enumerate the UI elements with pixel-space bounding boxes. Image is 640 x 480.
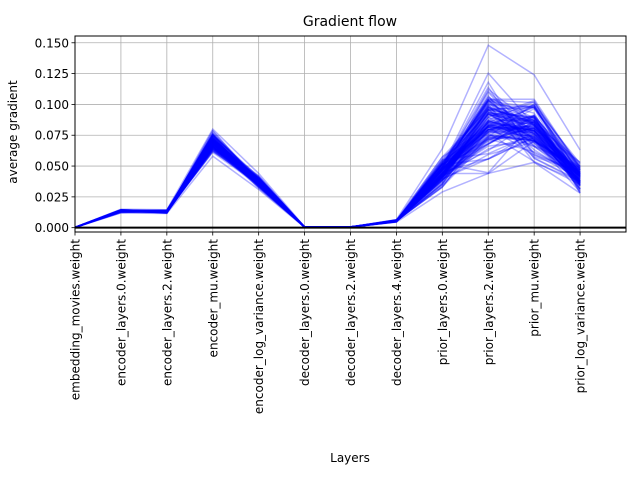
x-axis-ticks: embedding_movies.weight encoder_layers.0.… [69, 232, 588, 414]
x-tick-label: prior_layers.0.weight [436, 239, 450, 366]
y-axis-label: average gradient [6, 80, 20, 184]
x-tick-label: decoder_layers.4.weight [390, 239, 404, 386]
x-tick-label: decoder_layers.2.weight [344, 239, 358, 386]
y-tick-label: 0.025 [35, 190, 69, 204]
y-tick-label: 0.075 [35, 129, 69, 143]
y-axis-ticks: 0.000 0.025 0.050 0.075 0.100 0.125 0.150 [35, 36, 75, 235]
x-tick-label: decoder_layers.0.weight [298, 239, 312, 386]
y-tick-label: 0.100 [35, 98, 69, 112]
x-tick-label: prior_mu.weight [528, 239, 542, 337]
x-axis-label: Layers [330, 451, 370, 465]
x-tick-label: prior_log_variance.weight [574, 239, 588, 394]
chart-title: Gradient flow [303, 14, 397, 30]
x-tick-label: encoder_layers.0.weight [114, 239, 128, 386]
x-tick-label: encoder_mu.weight [206, 239, 220, 358]
x-tick-label: embedding_movies.weight [69, 239, 83, 401]
x-tick-label: encoder_layers.2.weight [160, 239, 174, 386]
y-tick-label: 0.150 [35, 36, 69, 50]
y-tick-label: 0.125 [35, 67, 69, 81]
x-tick-label: prior_layers.2.weight [482, 239, 496, 366]
y-tick-label: 0.050 [35, 160, 69, 174]
x-tick-label: encoder_log_variance.weight [252, 239, 266, 414]
y-tick-label: 0.000 [35, 221, 69, 235]
